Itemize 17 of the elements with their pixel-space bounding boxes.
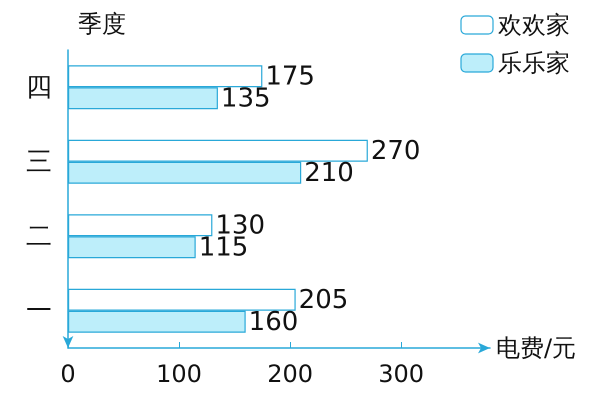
data-label: 270	[370, 136, 420, 166]
y-tick-label: 二	[26, 221, 52, 252]
data-label: 210	[304, 158, 354, 188]
data-label: 135	[220, 83, 271, 114]
y-axis-title: 季度	[78, 10, 126, 38]
x-tick-label: 0	[60, 360, 76, 388]
data-label: 160	[248, 306, 298, 337]
y-tick-label: 四	[26, 72, 52, 102]
y-tick-label: 一	[26, 296, 52, 326]
x-tick-label: 200	[267, 360, 314, 388]
legend-label: 乐乐家	[498, 49, 570, 77]
legend-label: 欢欢家	[498, 11, 570, 39]
data-label: 205	[298, 284, 348, 315]
x-axis-title: 电费/元	[496, 334, 576, 362]
x-tick-label: 100	[156, 360, 202, 388]
y-tick-label: 三	[26, 146, 52, 177]
x-tick-label: 300	[378, 360, 424, 388]
